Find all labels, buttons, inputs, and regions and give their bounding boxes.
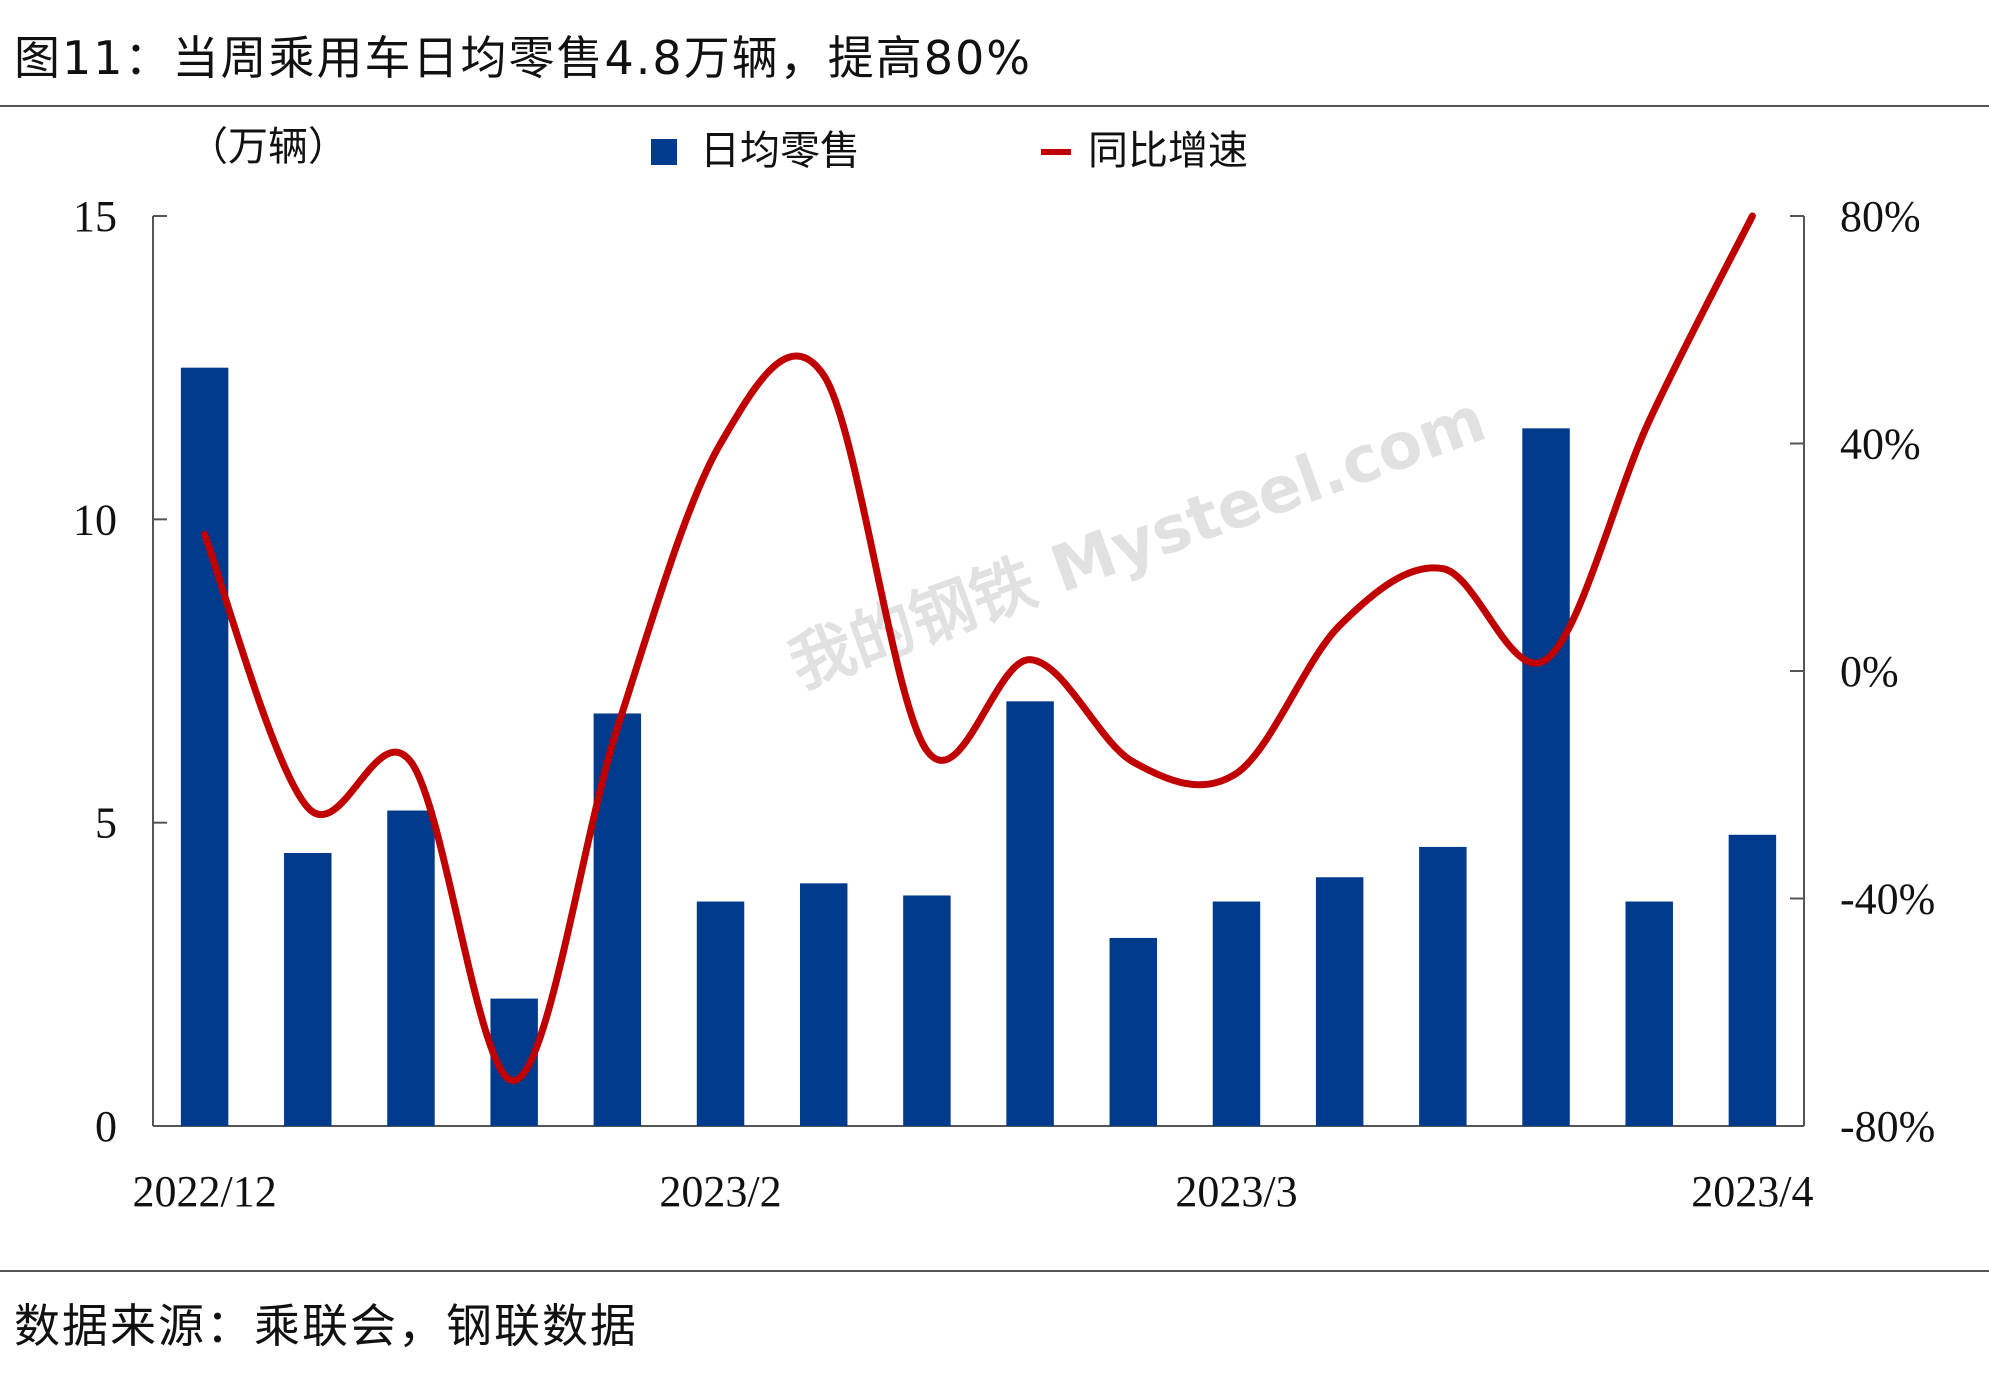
bar-1 xyxy=(284,853,332,1126)
bar-14 xyxy=(1625,901,1673,1126)
right-tick-label: 0% xyxy=(1840,647,1899,696)
right-tick-label: -40% xyxy=(1840,875,1935,924)
left-tick-label: 5 xyxy=(95,799,117,848)
left-tick-label: 0 xyxy=(95,1102,117,1151)
bar-13 xyxy=(1522,428,1570,1126)
left-tick-label: 15 xyxy=(73,192,117,241)
figure-title: 图11：当周乘用车日均零售4.8万辆，提高80% xyxy=(14,31,1032,85)
bar-10 xyxy=(1212,901,1261,1126)
right-tick-label: 40% xyxy=(1840,420,1921,469)
bar-15 xyxy=(1728,834,1777,1126)
top-rule xyxy=(0,105,1989,107)
right-tick-label: 80% xyxy=(1840,192,1921,241)
x-tick-label: 2023/2 xyxy=(659,1167,781,1216)
bar-12 xyxy=(1419,846,1467,1126)
bar-series xyxy=(180,367,1777,1127)
bar-9 xyxy=(1109,937,1158,1126)
legend-line-label: 同比增速 xyxy=(1088,128,1248,174)
chart-area: 我的钢铁 Mysteel.com （万辆） 日均零售 同比增速 0 5 10 15 -… xyxy=(73,124,1935,1216)
x-tick-label: 2022/12 xyxy=(132,1167,276,1216)
legend-bar-label: 日均零售 xyxy=(700,128,860,174)
x-tick-label: 2023/4 xyxy=(1691,1167,1813,1216)
source-note: 数据来源：乘联会，钢联数据 xyxy=(14,1299,638,1353)
watermark: 我的钢铁 Mysteel.com xyxy=(780,382,1495,703)
left-tick-label: 10 xyxy=(73,495,117,544)
bar-7 xyxy=(903,895,951,1126)
y-left-unit-label: （万辆） xyxy=(188,124,348,170)
bar-5 xyxy=(696,901,745,1126)
legend: 日均零售 同比增速 xyxy=(651,128,1248,174)
right-tick-label: -80% xyxy=(1840,1102,1935,1151)
bar-0 xyxy=(180,367,229,1127)
x-tick-label: 2023/3 xyxy=(1175,1167,1297,1216)
right-y-ticks: -80% -40% 0% 40% 80% xyxy=(1790,192,1935,1151)
legend-bar-swatch xyxy=(651,139,677,165)
bar-11 xyxy=(1315,877,1364,1126)
bar-8 xyxy=(1006,701,1054,1126)
x-ticks: 2022/12 2023/2 2023/3 2023/4 xyxy=(132,1167,1813,1216)
bar-6 xyxy=(799,883,848,1126)
growth-line xyxy=(201,212,1756,1084)
bottom-rule xyxy=(0,1270,1989,1272)
bar-2 xyxy=(387,810,435,1126)
left-y-ticks: 0 5 10 15 xyxy=(73,192,167,1151)
watermark-text: 我的钢铁 Mysteel.com xyxy=(780,382,1495,703)
